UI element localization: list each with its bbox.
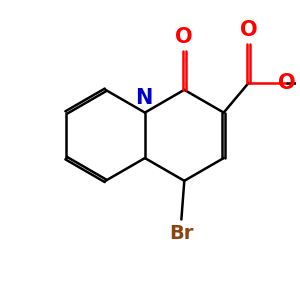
- Text: O: O: [278, 73, 296, 93]
- Text: N: N: [135, 88, 152, 108]
- Text: Br: Br: [169, 224, 194, 243]
- Text: O: O: [176, 27, 193, 47]
- Text: O: O: [240, 20, 257, 40]
